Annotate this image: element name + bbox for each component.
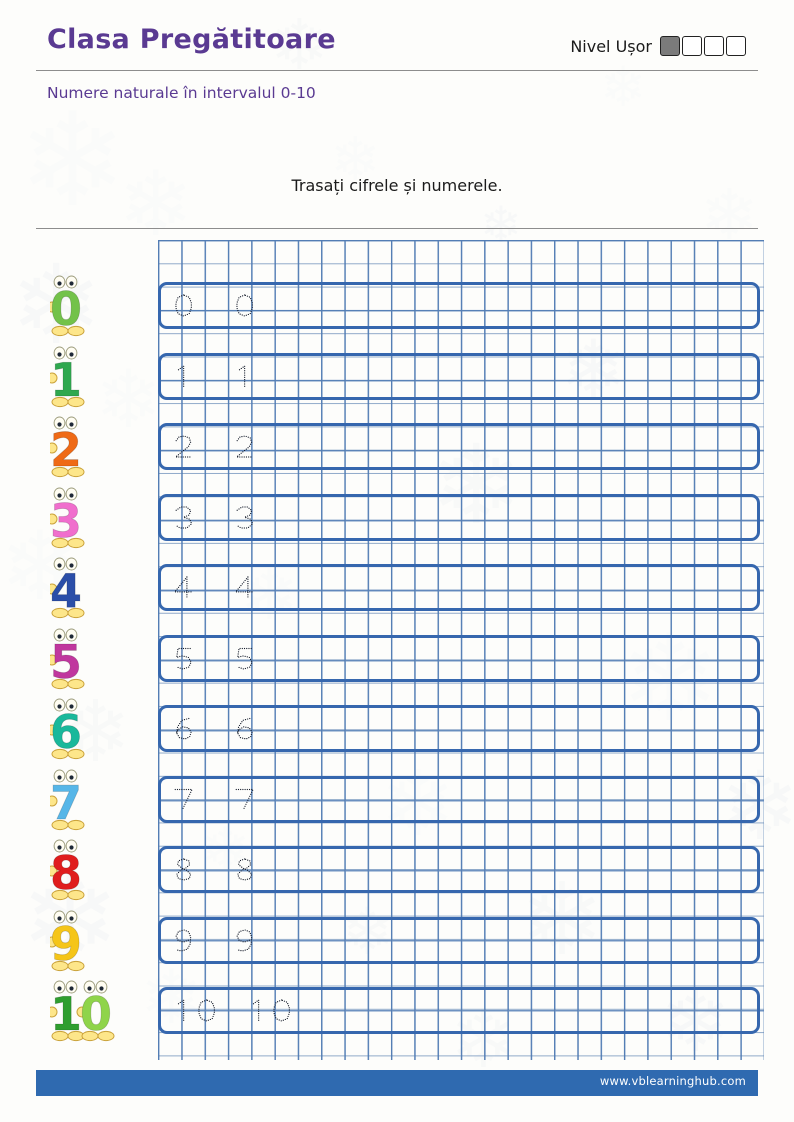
tracing-glyphs: [158, 705, 257, 752]
tracing-glyphs: [158, 494, 257, 541]
header-divider-top: [36, 70, 758, 71]
page-subtitle: Numere naturale în intervalul 0-10: [47, 84, 316, 102]
trace-glyph-1: [233, 353, 256, 400]
tracing-row-box[interactable]: [158, 634, 760, 682]
trace-glyph-3: [172, 494, 195, 541]
mascot-digit-9: 9: [50, 906, 140, 974]
svg-text:2: 2: [50, 423, 82, 477]
trace-glyph-2: [172, 423, 195, 470]
header-divider-bottom: [36, 228, 758, 229]
tracing-row-box[interactable]: [158, 352, 760, 400]
tracing-row-box[interactable]: [158, 987, 760, 1034]
row-two: 2: [0, 416, 794, 494]
trace-glyph-7: [233, 776, 256, 823]
mascot-digit-5: 5: [50, 624, 140, 692]
tracing-glyphs: [158, 846, 257, 893]
worksheet-header: Clasa Pregătitoare Nivel Ușor Numere nat…: [0, 0, 794, 232]
trace-glyph-0: [270, 987, 293, 1034]
level-boxes: [660, 36, 746, 56]
row-zero: 0: [0, 275, 794, 353]
mascot-digit-2: 2: [50, 412, 140, 480]
trace-glyph-6: [172, 705, 195, 752]
row-three: 3: [0, 487, 794, 565]
tracing-glyphs: [158, 423, 257, 470]
level-label: Nivel Ușor: [570, 36, 652, 56]
trace-glyph-2: [233, 423, 256, 470]
svg-text:5: 5: [50, 635, 82, 689]
tracing-row-box[interactable]: [158, 423, 760, 470]
trace-glyph-3: [233, 494, 256, 541]
svg-text:1: 1: [50, 353, 82, 407]
tracing-row-box[interactable]: [158, 282, 760, 329]
tracing-glyphs: [158, 776, 257, 823]
row-nine: 9: [0, 910, 794, 988]
trace-glyph-1: [172, 987, 195, 1034]
svg-text:0: 0: [50, 282, 82, 336]
mascot-digit-1: 1: [50, 342, 140, 410]
svg-text:8: 8: [50, 846, 82, 900]
row-eight: 8: [0, 839, 794, 917]
level-box-4: [726, 36, 746, 56]
tracing-glyphs: [158, 917, 257, 964]
trace-number-10: [172, 987, 219, 1034]
mascot-digit-4: 4: [50, 553, 140, 621]
level-box-1: [660, 36, 680, 56]
level-box-3: [704, 36, 724, 56]
footer-website: www.vblearninghub.com: [599, 1074, 746, 1088]
trace-glyph-4: [233, 564, 256, 611]
tracing-glyphs: [158, 353, 257, 400]
trace-glyph-1: [172, 353, 195, 400]
trace-glyph-8: [233, 846, 256, 893]
svg-text:4: 4: [50, 564, 82, 618]
worksheet-grid: [158, 240, 764, 1060]
instruction-text: Trasați cifrele și numerele.: [291, 176, 503, 195]
svg-text:3: 3: [50, 494, 82, 548]
trace-glyph-5: [172, 635, 195, 682]
tracing-row-box[interactable]: [158, 705, 760, 752]
row-seven: 7: [0, 769, 794, 847]
trace-number-10: [247, 987, 294, 1034]
trace-glyph-8: [172, 846, 195, 893]
level-indicator: Nivel Ușor: [570, 36, 746, 56]
row-five: 5: [0, 628, 794, 706]
trace-glyph-4: [172, 564, 195, 611]
tracing-row-box[interactable]: [158, 564, 760, 611]
trace-glyph-9: [233, 917, 256, 964]
mascot-digit-0: 0: [50, 271, 140, 339]
trace-glyph-5: [233, 635, 256, 682]
tracing-glyphs: [158, 564, 257, 611]
row-one: 1: [0, 346, 794, 424]
tracing-row-box[interactable]: [158, 493, 760, 541]
trace-glyph-0: [172, 282, 195, 329]
tracing-glyphs: [158, 635, 257, 682]
page-title: Clasa Pregătitoare: [47, 24, 336, 55]
trace-glyph-0: [233, 282, 256, 329]
tracing-glyphs: [158, 282, 257, 329]
tracing-glyphs: [158, 987, 293, 1034]
trace-glyph-1: [247, 987, 270, 1034]
level-box-2: [682, 36, 702, 56]
mascot-digit-8: 8: [50, 835, 140, 903]
mascot-digit-6: 6: [50, 694, 140, 762]
trace-glyph-9: [172, 917, 195, 964]
footer-bar: www.vblearninghub.com: [36, 1070, 758, 1096]
row-four: 4: [0, 557, 794, 635]
tracing-row-box[interactable]: [158, 916, 760, 964]
trace-glyph-6: [233, 705, 256, 752]
svg-text:0: 0: [80, 987, 112, 1041]
mascot-digit-7: 7: [50, 765, 140, 833]
trace-glyph-0: [195, 987, 218, 1034]
tracing-row-box[interactable]: [158, 846, 760, 893]
svg-text:6: 6: [50, 705, 82, 759]
mascot-digit-3: 3: [50, 483, 140, 551]
trace-glyph-7: [172, 776, 195, 823]
row-six: 6: [0, 698, 794, 776]
svg-text:7: 7: [50, 776, 82, 830]
svg-text:9: 9: [50, 917, 82, 971]
tracing-row-box[interactable]: [158, 775, 760, 823]
